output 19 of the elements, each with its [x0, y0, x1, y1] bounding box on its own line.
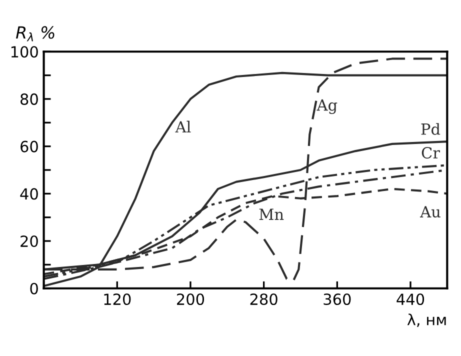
y-tick-label: 0 — [30, 282, 38, 294]
series-label: Au — [420, 206, 440, 218]
y-tick-label: 60 — [20, 140, 38, 152]
series-label: Ag — [316, 99, 338, 114]
x-tick-label: 280 — [250, 293, 278, 306]
x-tick-label: 440 — [396, 293, 424, 306]
y-tick-label: 40 — [20, 188, 38, 200]
y-axis-title: R$_{λ}$ % — [16, 26, 54, 42]
y-tick-label: 20 — [20, 235, 38, 248]
series-label: Pd — [421, 123, 440, 135]
y-tick-label: 100 — [11, 46, 38, 58]
series-label: Mn — [259, 208, 284, 220]
series-label: Cr — [422, 147, 440, 159]
x-tick-label: 120 — [104, 293, 131, 306]
x-tick-label: 360 — [324, 293, 351, 306]
x-axis-title: λ, нм — [407, 314, 446, 327]
series-label: Al — [175, 120, 191, 132]
y-tick-label: 80 — [20, 93, 38, 105]
x-tick-label: 200 — [177, 293, 204, 306]
